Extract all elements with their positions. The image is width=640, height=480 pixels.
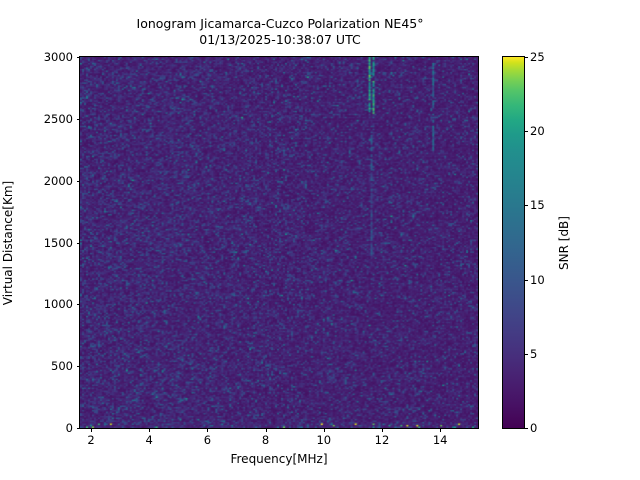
ionogram-heatmap	[80, 57, 478, 428]
x-axis-label: Frequency[MHz]	[230, 452, 328, 466]
y-tick-mark	[76, 428, 80, 429]
colorbar-tick-mark	[524, 428, 528, 429]
x-tick-label: 6	[203, 433, 212, 447]
colorbar-tick-mark	[524, 131, 528, 133]
x-tick-mark	[323, 428, 325, 432]
y-tick-mark	[76, 304, 80, 306]
colorbar-tick-label: 10	[530, 272, 545, 287]
y-axis-label: Virtual Distance[Km]	[0, 57, 16, 428]
colorbar-tick-label: 25	[530, 50, 545, 64]
x-tick-mark	[382, 428, 383, 432]
colorbar-tick-mark	[524, 205, 528, 207]
figure-title: Ionogram Jicamarca-Cuzco Polarization NE…	[0, 16, 560, 48]
x-tick-label: 8	[261, 433, 270, 447]
y-axis-label-text: Virtual Distance[Km]	[1, 180, 16, 305]
colorbar-tick-mark	[524, 353, 528, 355]
title-line-1: Ionogram Jicamarca-Cuzco Polarization NE…	[136, 16, 424, 31]
colorbar-tick-mark	[524, 57, 528, 58]
colorbar-label: SNR [dB]	[556, 57, 572, 428]
y-tick-mark	[76, 118, 80, 120]
colorbar-tick-label: 5	[530, 346, 538, 361]
ionogram-plot-area[interactable]	[79, 56, 479, 429]
x-tick-mark	[91, 428, 93, 432]
x-tick-mark	[265, 428, 267, 432]
y-tick-label: 2500	[43, 111, 73, 126]
x-tick-label: 4	[145, 433, 153, 447]
x-tick-label: 10	[316, 433, 332, 447]
y-tick-label: 1500	[43, 235, 73, 250]
x-tick-mark	[149, 428, 151, 432]
y-tick-label: 0	[65, 421, 73, 435]
y-tick-mark	[76, 366, 80, 368]
y-tick-label: 500	[51, 359, 73, 374]
y-tick-mark	[76, 242, 80, 244]
colorbar-tick-label: 0	[530, 421, 538, 435]
x-tick-mark	[207, 428, 209, 432]
y-tick-mark	[76, 180, 80, 182]
y-tick-label: 1000	[43, 297, 73, 312]
x-tick-label: 12	[374, 433, 390, 447]
colorbar-tick-label: 20	[530, 124, 545, 139]
colorbar-tick-mark	[524, 279, 528, 281]
y-tick-label: 3000	[43, 50, 73, 64]
colorbar-tick-label: 15	[530, 198, 545, 213]
colorbar-label-text: SNR [dB]	[557, 215, 571, 270]
y-tick-mark	[76, 57, 80, 58]
y-tick-label: 2000	[43, 173, 73, 188]
title-line-2: 01/13/2025-10:38:07 UTC	[199, 32, 361, 47]
x-tick-mark	[440, 428, 442, 432]
x-tick-label: 2	[87, 433, 95, 447]
x-tick-label: 14	[432, 433, 448, 447]
colorbar-gradient	[502, 56, 525, 429]
